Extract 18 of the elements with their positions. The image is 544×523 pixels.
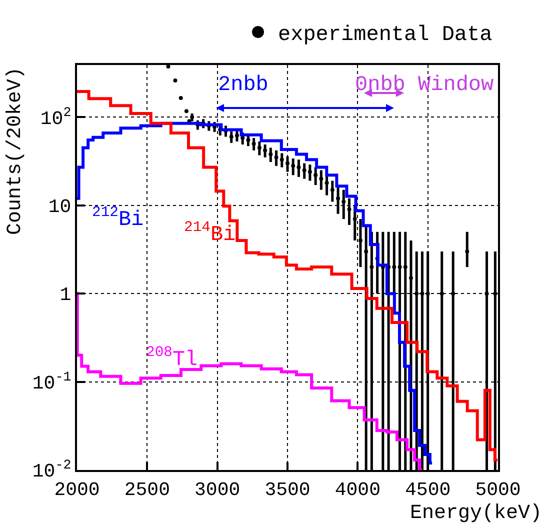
y-axis-title: Counts(/20keV) [4,66,27,235]
series-label: $^{212}$Bi [92,205,144,232]
x-tick-label: 3000 [194,478,240,501]
x-axis-title: Energy(keV) [410,502,542,523]
series-label: $^{208}$Tl [146,345,198,372]
legend-label: experimental Data [278,24,492,48]
y-tick-label: 10$^{2}$ [40,104,72,130]
x-tick-label: 3500 [264,478,310,501]
y-tick-label: 10 [48,196,72,218]
x-tick-label: 5000 [475,478,521,501]
annotation: 0nbb Window [355,74,494,97]
y-tick-label: 10$^{-1}$ [32,369,72,394]
x-tick-label: 4500 [405,478,451,501]
x-tick-label: 2500 [124,478,170,501]
y-tick-label: 1 [60,284,72,306]
annotation: 2nbb [218,74,268,97]
series-label: $^{214}$Bi [184,220,236,247]
x-tick-label: 4000 [334,478,380,501]
